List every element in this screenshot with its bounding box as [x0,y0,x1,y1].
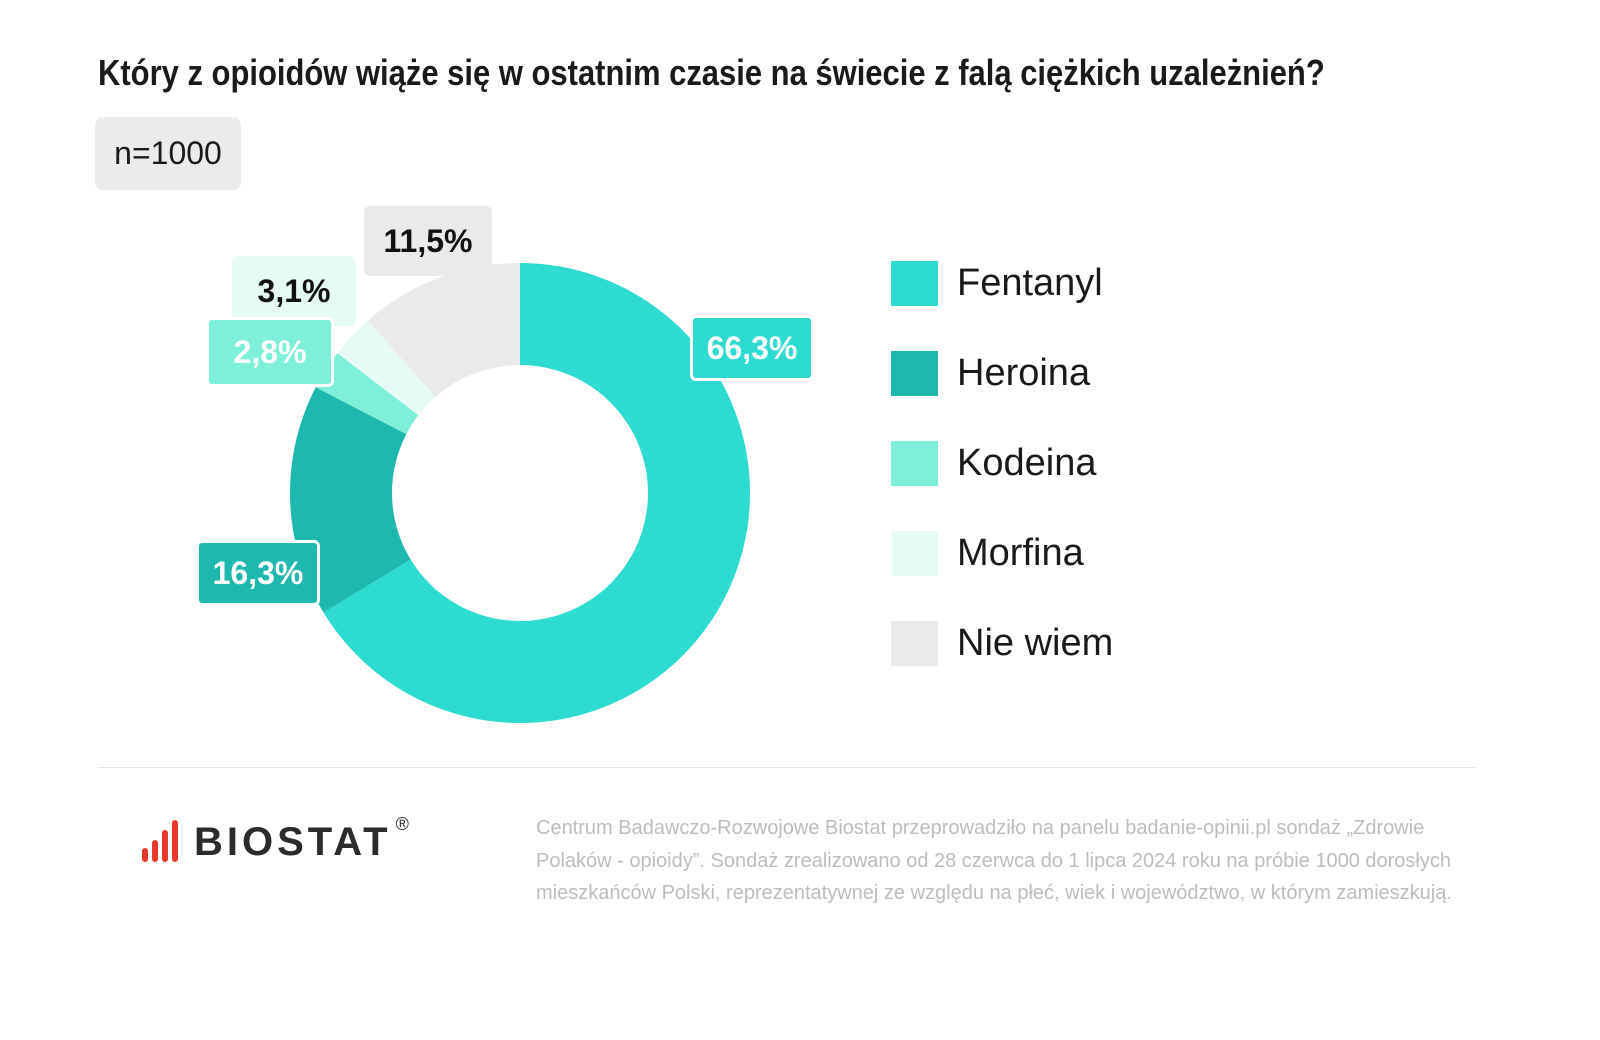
registered-mark: ® [395,814,409,834]
legend-label: Kodeina [957,442,1097,484]
legend-item-fentanyl: Fentanyl [891,260,1113,307]
data-label-heroina: 16,3% [196,540,320,606]
legend-swatch [891,621,938,666]
donut-segment-nie-wiem [367,263,520,397]
biostat-logo: BIOSTAT ® [142,814,409,864]
data-label-kodeina: 2,8% [206,317,334,387]
legend-swatch [891,351,938,396]
data-label-morfina: 3,1% [232,256,356,326]
legend-item-kodeina: Kodeina [891,440,1113,487]
data-label-nie-wiem: 11,5% [364,206,492,276]
legend: Fentanyl Heroina Kodeina Morfina Nie wie… [891,260,1113,710]
logo-text: BIOSTAT [194,820,392,864]
legend-swatch [891,261,938,306]
chart-title: Który z opioidów wiąże się w ostatnim cz… [98,52,1325,93]
donut-segment-morfina [337,320,436,416]
methodology-note: Centrum Badawczo-Rozwojowe Biostat przep… [536,817,1452,904]
logo-bars-icon [142,820,178,862]
legend-item-morfina: Morfina [891,530,1113,577]
legend-item-heroina: Heroina [891,350,1113,397]
legend-swatch [891,531,938,576]
legend-label: Morfina [957,532,1084,574]
data-label-fentanyl: 66,3% [690,315,814,381]
donut-segment-fentanyl [323,263,750,723]
legend-label: Heroina [957,352,1091,394]
sample-size-badge: n=1000 [95,117,241,190]
legend-swatch [891,441,938,486]
legend-label: Fentanyl [957,262,1103,304]
divider [98,767,1476,768]
legend-item-nie-wiem: Nie wiem [891,620,1113,667]
donut-segment-kodeina [315,353,419,435]
legend-label: Nie wiem [957,622,1114,664]
donut-segment-heroina [289,387,411,613]
